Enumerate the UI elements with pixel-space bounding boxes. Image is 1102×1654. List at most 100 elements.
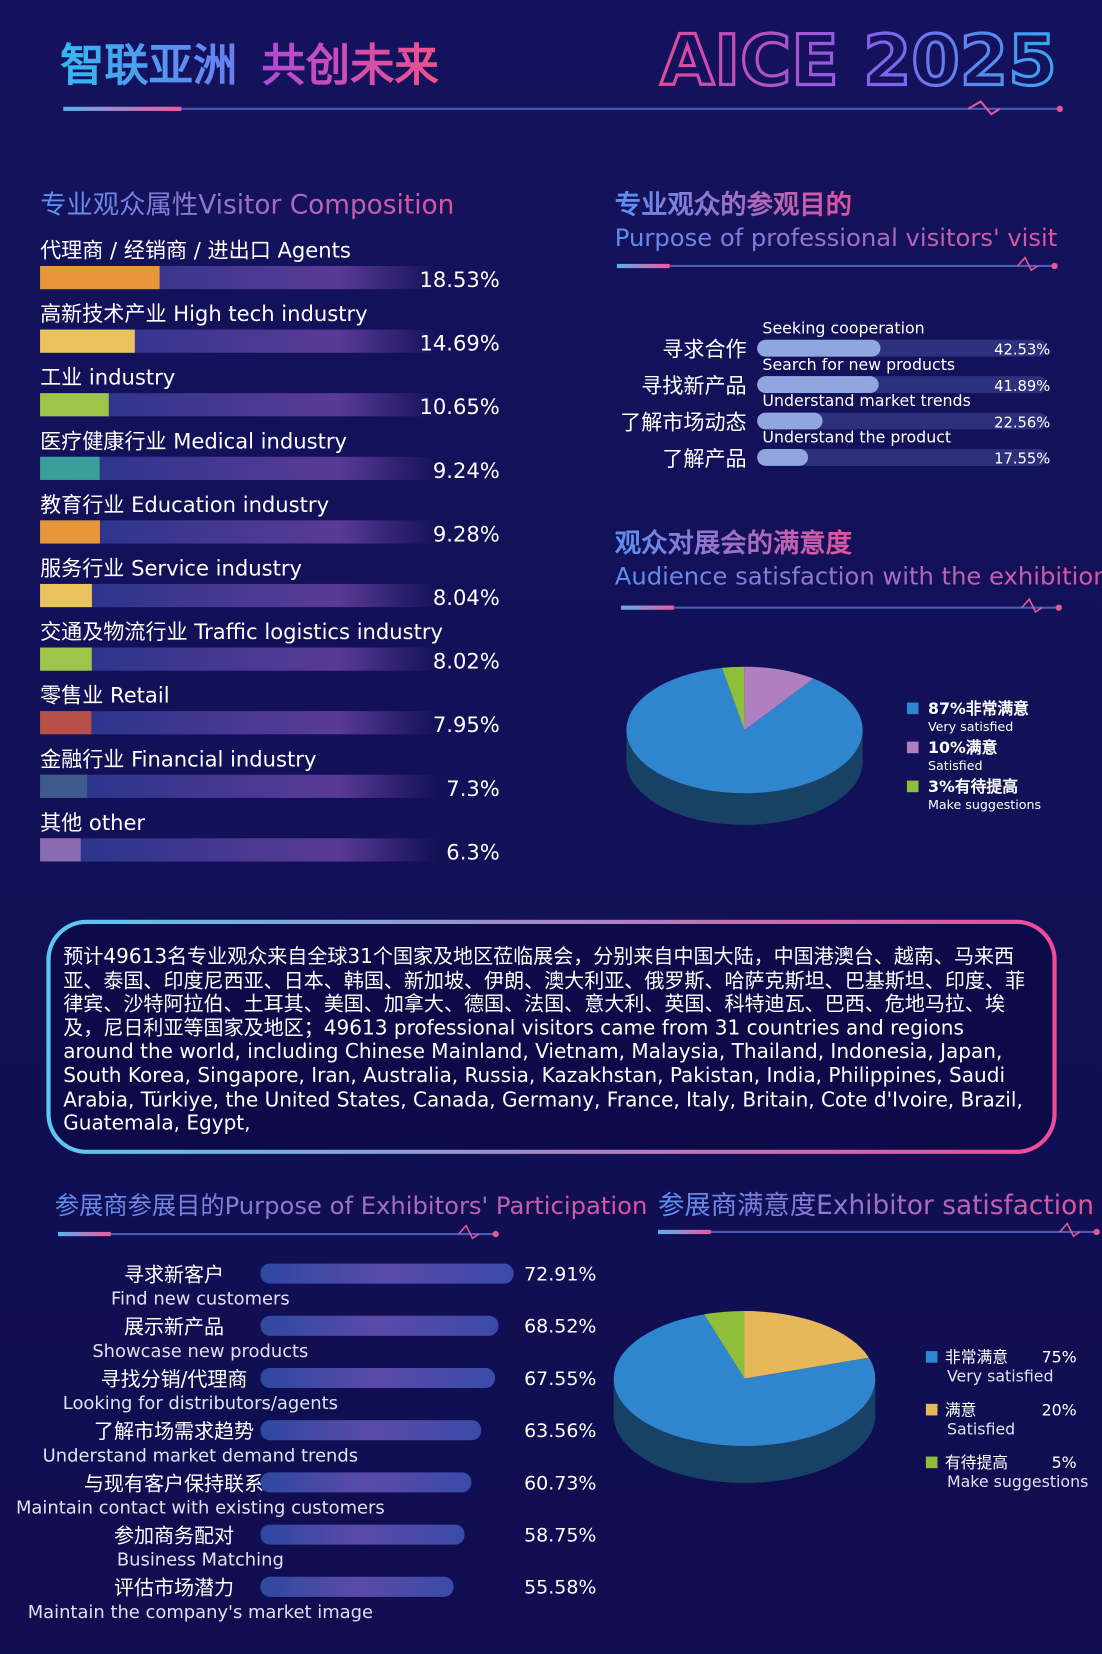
value-label: 60.73% (524, 1472, 596, 1494)
legend-swatch (925, 1403, 938, 1416)
bar (40, 647, 92, 671)
value-label: 20% (1042, 1400, 1077, 1419)
bar-track (757, 448, 1048, 466)
bar-label-en: Understand market demand trends (43, 1445, 358, 1466)
bar-track (40, 583, 438, 608)
divider-dot (1055, 604, 1062, 611)
bar (40, 456, 100, 480)
bar (40, 520, 100, 544)
bar-label-en: Showcase new products (92, 1341, 308, 1362)
bar-label: 交通及物流行业 Traffic logistics industry (40, 619, 443, 644)
pie-slice (704, 1311, 745, 1379)
bar-track (40, 711, 438, 735)
bar-label: 寻找新产品 (641, 373, 746, 398)
bar-label: 与现有客户保持联系 (84, 1471, 264, 1495)
bar-label: 寻求新客户 (124, 1263, 224, 1287)
chart-subtitle: Purpose of professional visitors' visit (615, 223, 1058, 252)
bar-label: 零售业 Retail (40, 683, 170, 708)
bar-label: 高新技术产业 High tech industry (40, 301, 368, 326)
value-label: 41.89% (994, 378, 1050, 395)
divider-pulse (1021, 597, 1043, 614)
bar (260, 1576, 454, 1597)
value-label: 5% (1052, 1453, 1077, 1472)
bar (40, 393, 109, 417)
divider-accent (63, 106, 182, 111)
bar-label-en: Business Matching (117, 1550, 284, 1571)
divider-dot (1051, 262, 1058, 270)
chart-title: 参展商满意度Exhibitor satisfaction (658, 1191, 1094, 1221)
value-label: 9.28% (433, 521, 500, 546)
value-label: 6.3% (446, 839, 500, 864)
bar-track (40, 774, 438, 798)
chart-subtitle: Audience satisfaction with the exhibitio… (615, 561, 1102, 590)
logo: AICE 2025 (660, 21, 1056, 102)
value-label: 42.53% (994, 342, 1050, 359)
divider-dot (1056, 105, 1063, 113)
divider-accent (621, 605, 674, 610)
bar (40, 711, 92, 735)
paragraph: 预计49613名专业观众来自全球31个国家及地区莅临展会，分别来自中国大陆，中国… (63, 945, 1026, 1135)
bar (40, 838, 81, 862)
legend-swatch (906, 780, 919, 793)
legend-label: 满意 (945, 1400, 977, 1419)
value-label: 63.56% (524, 1420, 596, 1442)
bar-label-en: Understand market trends (762, 391, 970, 410)
legend-label: 3%有待提高 (928, 777, 1018, 796)
bar-label: 医疗健康行业 Medical industry (40, 428, 347, 453)
bar-track (40, 456, 438, 480)
bar (260, 1524, 465, 1545)
bar-label: 代理商 / 经销商 / 进出口 Agents (40, 238, 351, 263)
bar-label-en: Maintain contact with existing customers (16, 1498, 385, 1519)
bar-label: 金融行业 Financial industry (40, 746, 316, 771)
divider-pulse (458, 1224, 480, 1240)
bar-label: 寻求合作 (662, 337, 746, 362)
legend-label-en: Satisfied (947, 1419, 1015, 1438)
slogan: 智联亚洲 (60, 40, 237, 91)
divider-accent (616, 263, 670, 269)
bar (757, 376, 879, 394)
bar-label: 了解市场需求趋势 (94, 1419, 254, 1443)
bar-label-en: Seeking cooperation (762, 318, 924, 337)
bar-label: 服务行业 Service industry (40, 555, 302, 580)
legend-label-en: Very satisfied (928, 719, 1013, 734)
divider-dot (492, 1230, 499, 1238)
pie-slice (744, 666, 814, 730)
bar-label: 了解产品 (662, 446, 746, 471)
divider-pulse (1059, 1222, 1081, 1238)
value-label: 8.04% (433, 585, 500, 610)
legend-label: 10%满意 (928, 738, 998, 757)
legend-swatch (925, 1351, 938, 1363)
value-label: 22.56% (994, 414, 1050, 431)
divider-dot (1093, 1228, 1100, 1236)
pie-slice (721, 666, 745, 730)
value-label: 75% (1042, 1348, 1077, 1367)
value-label: 10.65% (419, 394, 499, 419)
legend-label: 有待提高 (945, 1453, 1008, 1472)
value-label: 68.52% (524, 1316, 596, 1338)
bar (757, 339, 881, 357)
value-label: 72.91% (524, 1263, 596, 1285)
bar-label: 工业 industry (40, 365, 175, 390)
pie-slice (613, 1314, 876, 1447)
text-box (46, 919, 1057, 1154)
bar-label-en: Maintain the company's market image (28, 1602, 373, 1623)
bar-track (40, 520, 438, 544)
value-label: 67.55% (524, 1368, 596, 1390)
value-label: 55.58% (524, 1577, 596, 1599)
legend-swatch (906, 741, 919, 754)
bar-track (40, 393, 438, 417)
bar (757, 448, 809, 466)
divider-accent (58, 1231, 111, 1237)
divider-accent (658, 1229, 711, 1235)
pie-slice (626, 667, 863, 794)
bar (260, 1472, 472, 1493)
bar-label: 寻找分销/代理商 (101, 1367, 248, 1391)
value-label: 7.3% (446, 776, 500, 801)
bar (260, 1367, 496, 1389)
bar-label: 展示新产品 (124, 1315, 224, 1339)
legend-label: 非常满意 (945, 1348, 1008, 1367)
bar-label: 参加商务配对 (114, 1524, 234, 1548)
bar (260, 1263, 514, 1284)
